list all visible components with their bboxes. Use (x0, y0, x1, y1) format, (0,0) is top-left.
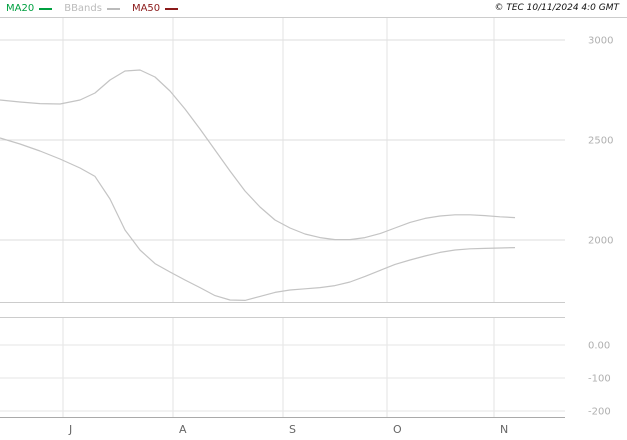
legend-label-bbands: BBands (64, 3, 102, 14)
macd-tick-label: 0.00 (588, 341, 610, 352)
month-label: J (68, 423, 72, 436)
ma20-line-swatch-icon (39, 7, 53, 10)
price-tick-label: 2000 (588, 236, 613, 247)
legend-label-ma20: MA20 (6, 3, 35, 14)
legend-item-ma20: MA20 (6, 3, 53, 14)
legend-item-ma50: MA50 (131, 3, 179, 14)
bbands-line-swatch-icon (106, 7, 120, 10)
price-tick-label: 2500 (588, 136, 613, 147)
legend-item-bbands: BBands (64, 3, 120, 14)
ma50-line-swatch-icon (165, 7, 179, 10)
legend-label-ma50: MA50 (131, 3, 161, 14)
macd-tick-label: -200 (588, 407, 611, 418)
price-tick-label: 3000 (588, 36, 613, 47)
month-label: O (393, 423, 402, 436)
bollinger-lower-line (0, 137, 516, 301)
copyright-text: © TEC 10/11/2024 4:0 GMT (494, 3, 619, 13)
month-label: A (179, 423, 187, 436)
bollinger-upper-line (0, 69, 516, 241)
month-label: N (500, 423, 508, 436)
chart-legend: MA20 BBands MA50 (6, 3, 179, 14)
macd-tick-label: -100 (588, 374, 611, 385)
month-label: S (289, 423, 296, 436)
